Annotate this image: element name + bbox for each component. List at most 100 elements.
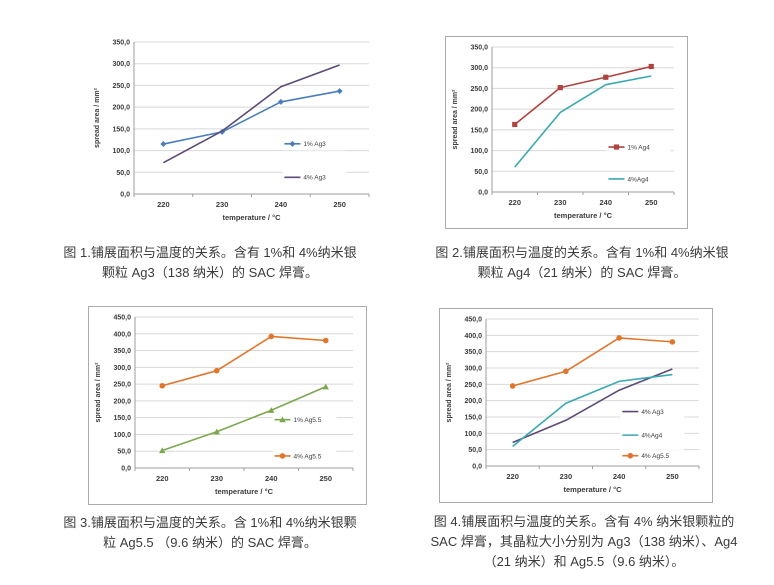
svg-text:220: 220 <box>156 474 169 483</box>
svg-text:220: 220 <box>157 200 170 209</box>
svg-text:200,0: 200,0 <box>464 398 482 405</box>
svg-text:230: 230 <box>554 198 567 207</box>
svg-text:4% Ag3: 4% Ag3 <box>641 409 664 416</box>
svg-text:100,0: 100,0 <box>112 148 130 155</box>
svg-text:200,0: 200,0 <box>113 398 131 405</box>
svg-text:100,0: 100,0 <box>464 431 482 438</box>
svg-text:50,0: 50,0 <box>117 449 131 456</box>
svg-text:240: 240 <box>613 472 626 481</box>
series-4% Ag3 <box>162 64 340 164</box>
figure-4-caption: 图 4.铺展面积与温度的关系。含有 4% 纳米银颗粒的 SAC 焊膏，其晶粒大小… <box>430 514 738 569</box>
svg-text:230: 230 <box>216 200 229 209</box>
svg-text:250,0: 250,0 <box>113 382 131 389</box>
svg-text:spread area / mm²: spread area / mm² <box>95 362 102 423</box>
figure-4-chart: 0,0 50,0 100,0 150,0 200,0 250,0 300,0 350,0 400… <box>439 308 713 503</box>
svg-text:250,0: 250,0 <box>112 83 130 90</box>
series-4% Ag5.5 <box>509 335 676 389</box>
svg-text:temperature / °C: temperature / °C <box>554 211 613 220</box>
svg-text:temperature / °C: temperature / °C <box>222 213 281 222</box>
gridlines <box>492 46 674 193</box>
svg-text:230: 230 <box>560 472 573 481</box>
figure-3-chart: 0,0 50,0 100,0 150,0 200,0 250,0 300,0 350,0 400… <box>88 306 367 505</box>
svg-text:240: 240 <box>275 200 288 209</box>
chart-canvas: 0,0 50,0 100,0 150,0 200,0 250,0 300,0 350,0 220… <box>94 40 370 222</box>
legend-entry-4% Ag5.5: 4% Ag5.5 <box>272 449 337 463</box>
figure-3-caption: 图 3.铺展面积与温度的关系。含 1%和 4%纳米银颗 粒 Ag5.5 （9.6… <box>63 515 357 550</box>
legend-entry-1% Ag3: 1% Ag3 <box>282 137 347 151</box>
svg-text:240: 240 <box>265 474 278 483</box>
svg-text:spread area / mm²: spread area / mm² <box>452 89 459 150</box>
legend-entry-1% Ag4: 1% Ag4 <box>606 140 671 154</box>
gridlines <box>486 318 699 467</box>
svg-text:350,0: 350,0 <box>113 348 131 355</box>
series-4% Ag5.5 <box>159 333 329 389</box>
svg-text:150,0: 150,0 <box>464 415 482 422</box>
svg-text:300,0: 300,0 <box>464 366 482 373</box>
svg-text:240: 240 <box>599 198 612 207</box>
figure-1-caption: 图 1.铺展面积与温度的关系。含有 1%和 4%纳米银 颗粒 Ag3（138 纳… <box>63 245 357 280</box>
svg-text:50,0: 50,0 <box>474 169 488 176</box>
svg-text:250: 250 <box>666 472 679 481</box>
svg-text:100,0: 100,0 <box>113 432 131 439</box>
series-4% Ag3 <box>512 368 673 444</box>
legend-entry-4%Ag4: 4%Ag4 <box>620 428 685 442</box>
svg-text:4%Ag4: 4%Ag4 <box>641 433 662 440</box>
figure-2-caption: 图 2.铺展面积与温度的关系。含有 1%和 4%纳米银 颗粒 Ag4（21 纳米… <box>435 245 729 280</box>
svg-text:100,0: 100,0 <box>470 148 488 155</box>
svg-text:230: 230 <box>210 474 223 483</box>
chart-canvas: 0,0 50,0 100,0 150,0 200,0 250,0 300,0 350,0 400… <box>95 315 354 496</box>
svg-text:4%Ag4: 4%Ag4 <box>627 176 648 183</box>
svg-text:50,0: 50,0 <box>468 447 482 454</box>
figure-2-chart: 0,0 50,0 100,0 150,0 200,0 250,0 300,0 350,0 220… <box>445 36 688 229</box>
svg-text:1% Ag4: 1% Ag4 <box>627 144 650 151</box>
svg-text:300,0: 300,0 <box>470 65 488 72</box>
svg-text:150,0: 150,0 <box>470 127 488 134</box>
svg-text:250,0: 250,0 <box>464 382 482 389</box>
svg-text:400,0: 400,0 <box>113 331 131 338</box>
svg-text:150,0: 150,0 <box>112 126 130 133</box>
svg-text:450,0: 450,0 <box>464 317 482 324</box>
svg-text:0,0: 0,0 <box>472 464 482 471</box>
legend-entry-4% Ag3: 4% Ag3 <box>282 170 347 184</box>
svg-text:300,0: 300,0 <box>112 61 130 68</box>
svg-text:350,0: 350,0 <box>470 45 488 52</box>
svg-text:0,0: 0,0 <box>121 466 131 473</box>
legend-entry-4%Ag4: 4%Ag4 <box>606 172 671 186</box>
svg-text:220: 220 <box>508 198 521 207</box>
legend-entry-4% Ag5.5: 4% Ag5.5 <box>620 449 685 463</box>
svg-text:250: 250 <box>319 474 332 483</box>
svg-text:4% Ag5.5: 4% Ag5.5 <box>294 453 322 460</box>
chart-canvas: 0,0 50,0 100,0 150,0 200,0 250,0 300,0 350,0 400… <box>446 317 700 494</box>
svg-text:450,0: 450,0 <box>113 315 131 322</box>
svg-text:50,0: 50,0 <box>116 170 130 177</box>
series-1% Ag4 <box>512 63 654 128</box>
legend-entry-1% Ag5.5: 1% Ag5.5 <box>272 413 337 427</box>
svg-text:1% Ag3: 1% Ag3 <box>303 141 326 148</box>
svg-text:350,0: 350,0 <box>112 40 130 47</box>
svg-text:250: 250 <box>333 200 346 209</box>
svg-text:temperature / °C: temperature / °C <box>563 485 622 494</box>
gridlines <box>134 41 369 195</box>
svg-text:spread area / mm²: spread area / mm² <box>446 362 453 423</box>
series-1% Ag5.5 <box>159 383 329 454</box>
svg-text:400,0: 400,0 <box>464 333 482 340</box>
svg-text:200,0: 200,0 <box>470 107 488 114</box>
svg-text:0,0: 0,0 <box>478 190 488 197</box>
svg-text:4% Ag3: 4% Ag3 <box>303 175 326 182</box>
svg-text:0,0: 0,0 <box>120 192 130 199</box>
svg-text:220: 220 <box>506 472 519 481</box>
figure-1-chart: 0,0 50,0 100,0 150,0 200,0 250,0 300,0 350,0 220… <box>88 32 382 230</box>
series-4%Ag4 <box>512 373 673 448</box>
svg-text:200,0: 200,0 <box>112 105 130 112</box>
svg-text:150,0: 150,0 <box>113 415 131 422</box>
svg-text:temperature / °C: temperature / °C <box>215 487 274 496</box>
legend-entry-4% Ag3: 4% Ag3 <box>620 405 685 419</box>
svg-text:300,0: 300,0 <box>113 365 131 372</box>
svg-text:1% Ag5.5: 1% Ag5.5 <box>294 417 322 424</box>
series-4%Ag4 <box>514 75 652 168</box>
svg-text:250,0: 250,0 <box>470 86 488 93</box>
svg-text:250: 250 <box>645 198 658 207</box>
svg-text:350,0: 350,0 <box>464 349 482 356</box>
chart-canvas: 0,0 50,0 100,0 150,0 200,0 250,0 300,0 350,0 220… <box>452 45 675 220</box>
